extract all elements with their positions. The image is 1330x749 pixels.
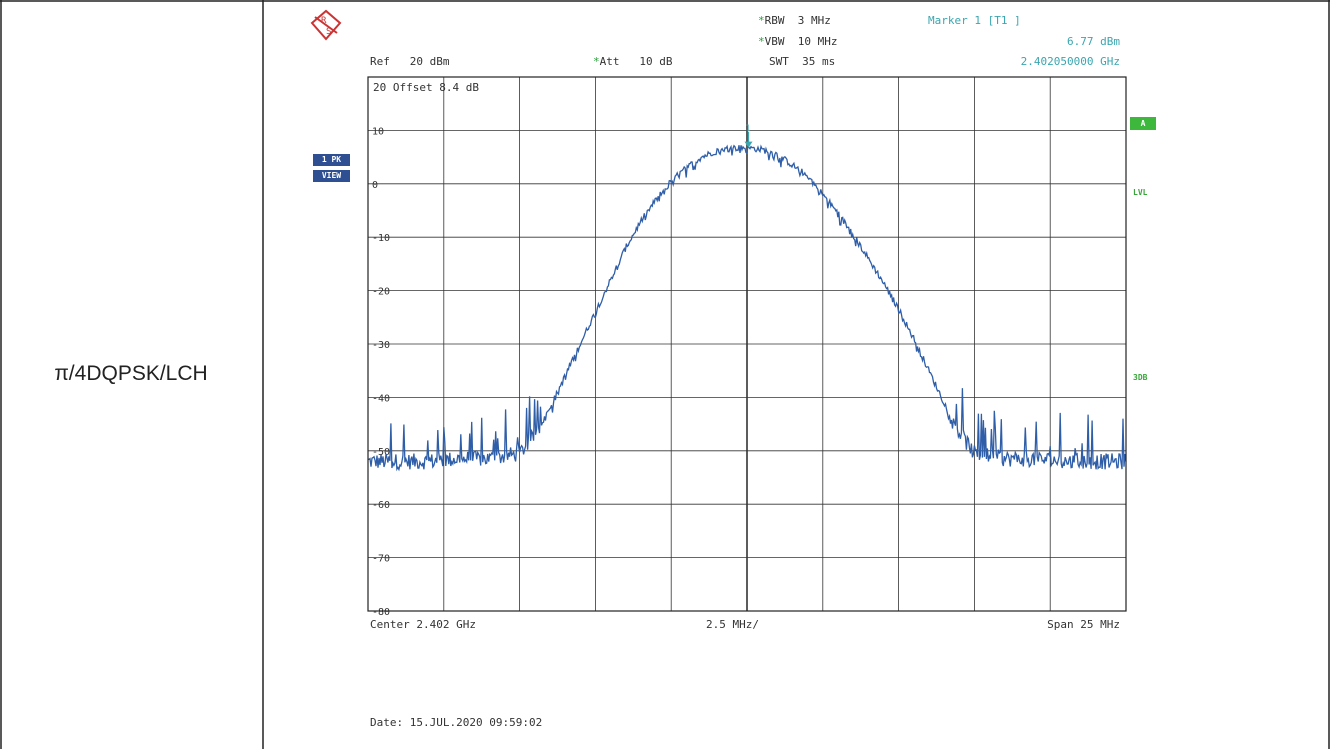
trace-mode-badge: 1 PK (313, 154, 350, 166)
att-value: 10 dB (639, 55, 673, 68)
rs-logo-icon: R S (310, 9, 342, 41)
ref-readout: Ref 20 dBm (370, 55, 450, 68)
lvl-tag: LVL (1133, 188, 1148, 197)
row-label: π/4DQPSK/LCH (54, 362, 208, 385)
ref-label: Ref (370, 55, 390, 68)
y-tick-label: -10 (372, 233, 390, 244)
offset-readout: 20 Offset 8.4 dB (373, 81, 479, 94)
vbw-readout: *VBW 10 MHz (758, 35, 838, 48)
att-label: Att (599, 55, 620, 68)
trace-view-badge: VIEW (313, 170, 350, 182)
rbw-label: RBW (764, 14, 785, 27)
svg-text:S: S (326, 27, 331, 37)
swt-readout: SWT 35 ms (769, 55, 835, 68)
swt-value: 35 ms (802, 55, 836, 68)
att-readout: *Att 10 dB (593, 55, 673, 68)
marker-1: 1 (744, 124, 753, 148)
center-frequency: Center 2.402 GHz (370, 618, 476, 631)
frequency-per-division: 2.5 MHz/ (706, 618, 759, 631)
date-stamp: Date: 15.JUL.2020 09:59:02 (370, 716, 543, 729)
rbw-value: 3 MHz (797, 14, 831, 27)
span-readout: Span 25 MHz (1047, 618, 1120, 631)
vbw-star: * (758, 35, 765, 48)
marker-level: 6.77 dBm (1067, 35, 1120, 48)
plot-border (367, 76, 1127, 612)
marker-frequency: 2.402050000 GHz (1020, 55, 1120, 68)
swt-label: SWT (769, 55, 789, 68)
y-tick-label: 10 (372, 126, 384, 137)
grid (368, 77, 1126, 612)
marker-label: 1 (746, 124, 751, 133)
y-tick-label: -50 (372, 447, 390, 458)
y-tick-label: -70 (372, 554, 390, 565)
spectrum-trace (367, 142, 1127, 472)
y-tick-label: -60 (372, 500, 390, 511)
marker-title: Marker 1 [T1 ] (928, 14, 1021, 27)
svg-text:R: R (321, 16, 327, 26)
y-tick-labels: 10 0 -10 -20 -30 -40 -50 -60 -70 -80 (372, 126, 390, 618)
rbw-readout: *RBW 3 MHz (758, 14, 831, 27)
trace-a-badge: A (1130, 117, 1156, 130)
y-tick-label: -20 (372, 287, 390, 298)
3db-tag: 3DB (1133, 373, 1148, 382)
y-tick-label: 0 (372, 180, 378, 191)
vbw-value: 10 MHz (797, 35, 838, 48)
rbw-star: * (758, 14, 765, 27)
att-star: * (593, 55, 600, 68)
vbw-label: VBW (764, 35, 785, 48)
y-tick-label: -40 (372, 393, 390, 404)
y-tick-label: -80 (372, 607, 390, 618)
y-tick-label: -30 (372, 340, 390, 351)
marker-triangle-icon (744, 141, 753, 148)
ref-value: 20 dBm (409, 55, 450, 68)
